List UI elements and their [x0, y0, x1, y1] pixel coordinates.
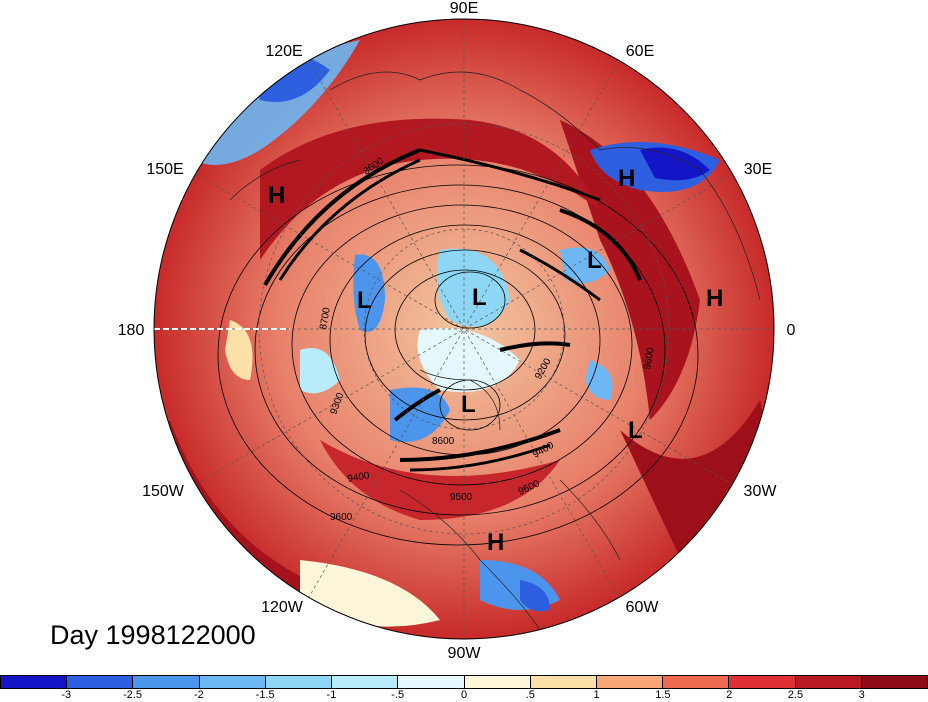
- height-contours: [217, 164, 699, 546]
- colorbar-tick-label: 1.5: [655, 689, 671, 701]
- pressure-centers: H H H H L L L L L: [268, 165, 723, 556]
- low-center-label: L: [472, 284, 487, 311]
- high-center-label: H: [706, 285, 723, 312]
- lon-label-90w: 90W: [448, 645, 482, 662]
- colorbar-swatch: [794, 675, 861, 689]
- colorbar-tick-label: 0: [460, 689, 468, 701]
- contour-label: 8600: [432, 436, 455, 447]
- colorbar-tick-label: 3: [858, 689, 865, 701]
- longitude-labels: 90E 120E 60E 150E 30E 180 0 150W 30W 120…: [118, 0, 796, 662]
- colorbar-labels: -3 -2.5 -2 -1.5 -1 -.5 0 .5 1 1.5 2 2.5 3: [0, 689, 928, 702]
- colorbar-tick-label: -2.5: [123, 689, 143, 701]
- lon-label-120e: 120E: [265, 43, 302, 60]
- colorbar-swatch: [662, 675, 729, 689]
- lon-label-60w: 60W: [626, 599, 660, 616]
- colorbar-swatch: [397, 675, 464, 689]
- low-center-label: L: [461, 391, 476, 418]
- colorbar-tick-label: 1: [593, 689, 600, 701]
- colorbar-tick-label: -1.5: [255, 689, 275, 701]
- colorbar-swatch: [264, 675, 332, 689]
- low-center-label: L: [587, 247, 602, 274]
- colorbar-swatch: [728, 675, 795, 689]
- colorbar-tick-label: -3: [61, 689, 72, 701]
- colorbar-swatches: [0, 675, 928, 689]
- contour-label: 8700: [318, 306, 333, 330]
- lon-label-30w: 30W: [744, 483, 778, 500]
- colorbar-tick-label: -.5: [391, 689, 405, 701]
- colorbar-swatch: [66, 675, 133, 689]
- low-center-label: L: [357, 287, 372, 314]
- jet-contours: [263, 148, 642, 472]
- contour-label: 9600: [330, 512, 353, 523]
- contour-label: 9500: [450, 492, 473, 503]
- colorbar-tick-label: -1: [326, 689, 337, 701]
- contour-label: 9400: [347, 470, 371, 485]
- colorbar-tick-label: 2.5: [787, 689, 804, 701]
- colorbar-swatch: [198, 675, 265, 689]
- date-title: Day 1998122000: [50, 620, 256, 650]
- colorbar-swatch: [595, 675, 663, 689]
- colorbar-tick-label: 2: [726, 689, 733, 701]
- high-center-label: H: [268, 182, 285, 209]
- lon-label-30e: 30E: [744, 161, 772, 178]
- colorbar-swatch: [463, 675, 530, 689]
- lon-label-120w: 120W: [261, 599, 304, 616]
- lon-label-0: 0: [787, 322, 796, 339]
- high-center-label: H: [487, 529, 504, 556]
- lon-label-90e: 90E: [450, 0, 478, 17]
- colorbar: -3 -2.5 -2 -1.5 -1 -.5 0 .5 1 1.5 2 2.5 3: [0, 675, 928, 702]
- high-center-label: H: [618, 165, 635, 192]
- colorbar-swatch: [132, 675, 199, 689]
- colorbar-swatch: [860, 675, 928, 689]
- lon-label-150e: 150E: [146, 161, 183, 178]
- lon-label-150w: 150W: [142, 483, 185, 500]
- map-boundary: [153, 18, 775, 640]
- colorbar-swatch: [0, 675, 67, 689]
- polar-map: 8700 8600 9300 9400 9500 9600 9400 9600 …: [118, 0, 796, 662]
- lon-label-180: 180: [118, 322, 145, 339]
- coastlines: [229, 71, 761, 631]
- contour-label: 9600: [642, 346, 657, 370]
- low-center-label: L: [628, 417, 643, 444]
- colorbar-swatch: [331, 675, 398, 689]
- colorbar-tick-label: -2: [193, 689, 204, 701]
- colorbar-tick-label: .5: [525, 689, 535, 701]
- colorbar-swatch: [529, 675, 596, 689]
- lon-label-60e: 60E: [626, 43, 654, 60]
